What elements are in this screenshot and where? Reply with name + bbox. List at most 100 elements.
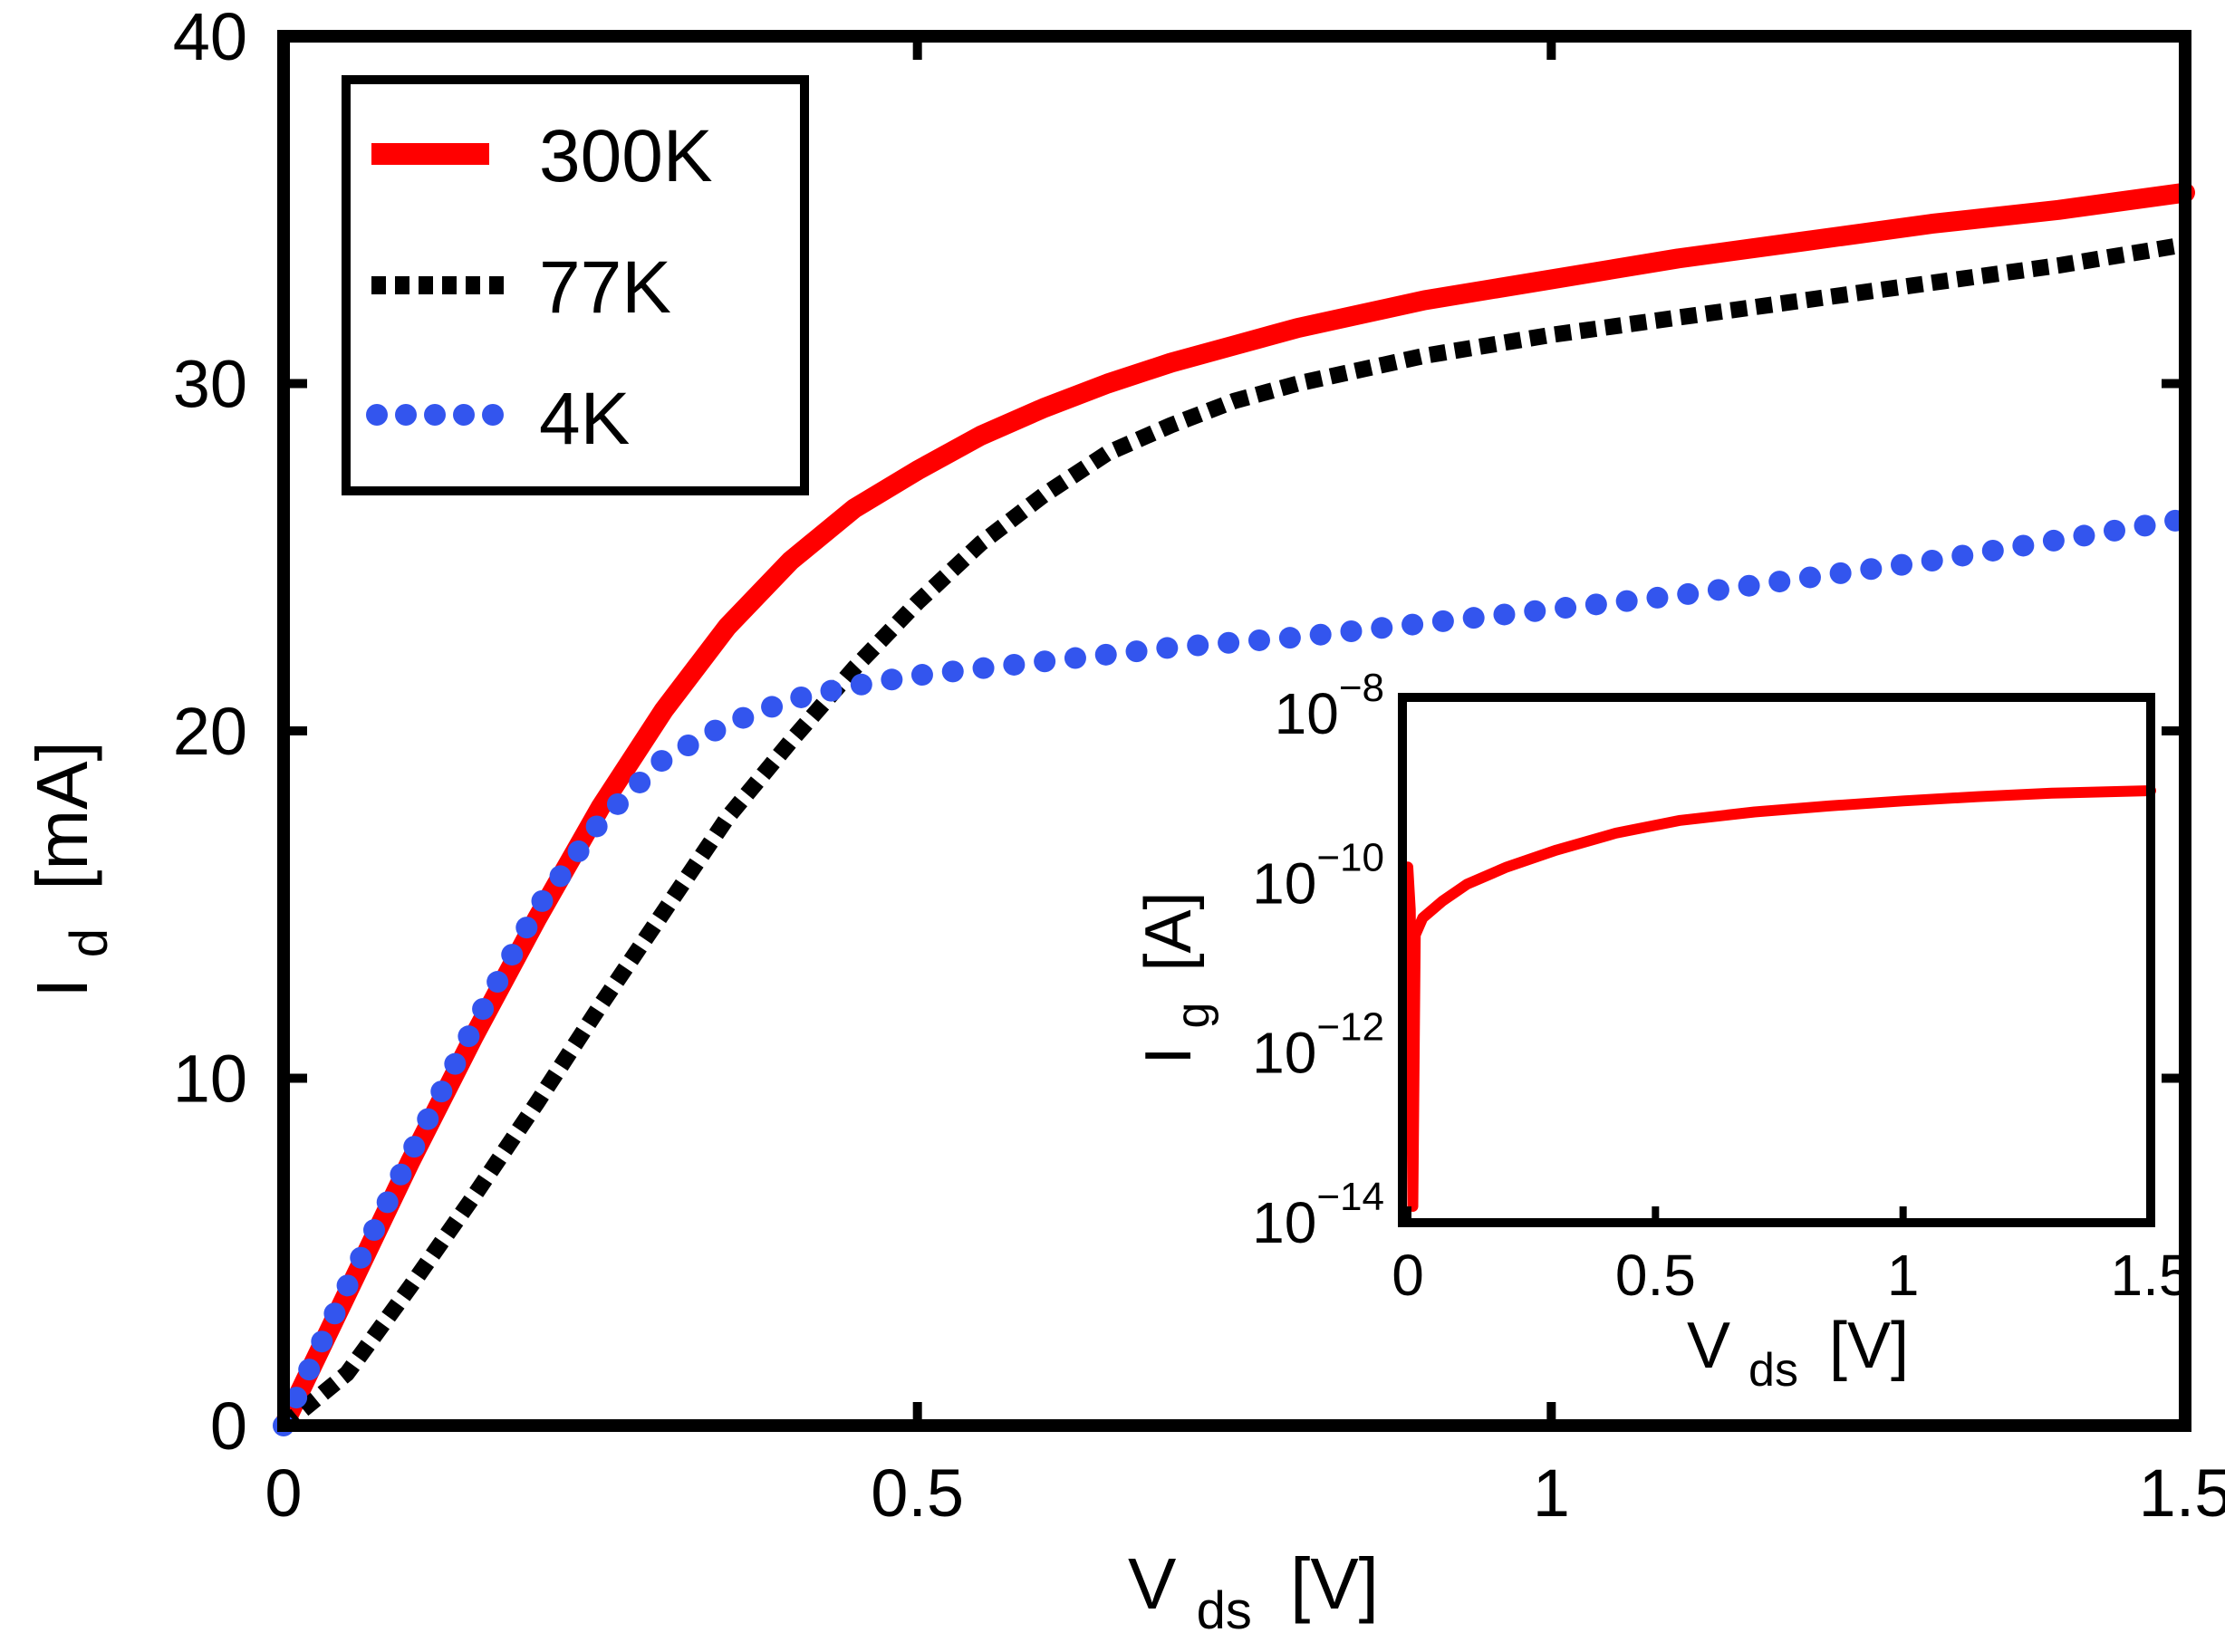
series-4k-point: [1218, 631, 1240, 654]
series-4k-point: [1309, 623, 1332, 646]
series-4k-point: [1829, 562, 1852, 584]
series-4k-point: [472, 997, 495, 1020]
series-4k-point: [1677, 582, 1700, 605]
inset-y-tick-label: 10−14: [1252, 1175, 1384, 1255]
series-4k-point: [1156, 637, 1179, 659]
y-tick-label: 10: [173, 1042, 247, 1117]
series-4k-point: [2103, 519, 2125, 542]
inset-y-tick-label: 10−12: [1252, 1005, 1384, 1086]
inset-x-tick-label: 0.5: [1615, 1243, 1696, 1308]
series-4k-point: [1921, 549, 1943, 571]
series-4k-points: [273, 509, 2187, 1436]
inset-background: [1402, 697, 2151, 1223]
inset-x-axis-label-unit: [V]: [1829, 1310, 1909, 1382]
series-4k-point: [363, 1219, 386, 1242]
series-4k-point: [2042, 529, 2065, 552]
series-4k-point: [1707, 579, 1729, 601]
inset-y-tick-label: 10−8: [1275, 666, 1384, 746]
x-axis-label-sub: ds: [1197, 1581, 1252, 1640]
series-4k-point: [1187, 634, 1209, 657]
series-4k-point: [1951, 544, 1974, 567]
series-4k-point: [390, 1163, 412, 1186]
inset-x-tick-label: 1.5: [2111, 1243, 2191, 1308]
series-4k-point: [1278, 627, 1301, 649]
x-tick-label: 0: [265, 1455, 302, 1531]
series-4k-point: [298, 1359, 321, 1381]
inset-y-axis-label-unit: [A]: [1132, 892, 1205, 972]
series-4k-point: [311, 1330, 333, 1353]
inset-x-tick-label: 0: [1392, 1243, 1424, 1308]
series-4k-point: [1981, 539, 2004, 562]
series-4k-point: [790, 686, 813, 708]
series-4k-point: [1125, 640, 1148, 663]
inset-y-axis-label-sub: g: [1167, 1003, 1219, 1029]
series-4k-point: [1891, 553, 1913, 576]
legend-dot-4k: [366, 404, 388, 426]
series-4k-point: [1094, 643, 1117, 666]
inset-y-axis-label-main: I: [1132, 1046, 1205, 1064]
y-axis-label-unit: [mA]: [22, 741, 102, 889]
x-tick-label: 1.5: [2139, 1455, 2225, 1531]
series-4k-point: [323, 1302, 346, 1325]
series-4k-point: [820, 679, 843, 702]
x-axis-label-main: V: [1128, 1543, 1177, 1624]
inset-series-line: [1402, 785, 2156, 1212]
legend-label-4k: 4K: [539, 378, 630, 460]
x-axis-label: V ds [V]: [1128, 1543, 1379, 1644]
series-4k-point: [1034, 650, 1056, 673]
series-4k-point: [2012, 534, 2035, 557]
x-axis-label-unit: [V]: [1290, 1543, 1379, 1624]
series-4k-point: [1462, 607, 1485, 629]
series-4k-point: [704, 719, 727, 742]
series-4k-point: [2133, 514, 2156, 537]
series-4k-point: [629, 771, 651, 793]
y-tick-label: 40: [173, 0, 247, 74]
series-4k-point: [1493, 603, 1516, 626]
series-4k-point: [1615, 590, 1638, 612]
series-4k-point: [585, 815, 608, 838]
series-4k-point: [732, 706, 755, 729]
inset-x-axis-label-sub: ds: [1748, 1344, 1798, 1397]
series-4k-point: [376, 1191, 399, 1214]
series-4k-point: [1401, 613, 1424, 636]
series-4k-point: [1646, 586, 1669, 609]
inset-x-axis-label: V ds [V]: [1687, 1310, 1909, 1400]
series-4k-point: [336, 1274, 359, 1297]
series-4k-point: [1064, 647, 1086, 669]
series-4k-point: [486, 971, 509, 994]
series-4k-point: [417, 1108, 439, 1130]
series-4k-point: [1371, 617, 1393, 639]
series-4k-point: [1860, 558, 1883, 581]
legend-label-300k: 300K: [539, 115, 713, 197]
y-axis-label-main: I: [22, 977, 102, 997]
inset-y-axis-label: I g [A]: [1132, 892, 1223, 1065]
series-4k-point: [761, 696, 784, 718]
y-tick-label: 0: [210, 1388, 247, 1464]
series-4k-point: [1584, 593, 1607, 616]
series-77k-line: [278, 236, 2187, 1432]
inset-x-tick-label: 1: [1887, 1243, 1920, 1308]
series-4k-point: [2073, 524, 2095, 547]
series-4k-point: [285, 1387, 308, 1409]
series-4k-point: [881, 668, 903, 691]
inset-plot: 0 0.5 1 1.5 10−8 10−10 10−12 10−14 V ds [V] I g…: [1132, 666, 2191, 1400]
series-4k-point: [606, 792, 629, 815]
series-4k-point: [350, 1246, 372, 1269]
inset-y-tick-label: 10−10: [1252, 835, 1384, 916]
series-4k-point: [531, 889, 554, 912]
legend-swatch-4k: [366, 404, 504, 426]
series-4k-point: [1768, 571, 1791, 593]
y-axis-label-sub: d: [60, 928, 119, 957]
legend-dot-4k: [424, 404, 446, 426]
series-4k-point: [1524, 600, 1546, 622]
series-4k-point: [910, 664, 933, 687]
inset-ticks: 0 0.5 1 1.5 10−8 10−10 10−12 10−14: [1252, 666, 2191, 1308]
series-4k-point: [1798, 566, 1821, 589]
series-4k-point: [972, 657, 995, 679]
series-4k-point: [1738, 574, 1760, 597]
series-4k-point: [941, 660, 964, 683]
series-4k-point: [1247, 629, 1270, 651]
